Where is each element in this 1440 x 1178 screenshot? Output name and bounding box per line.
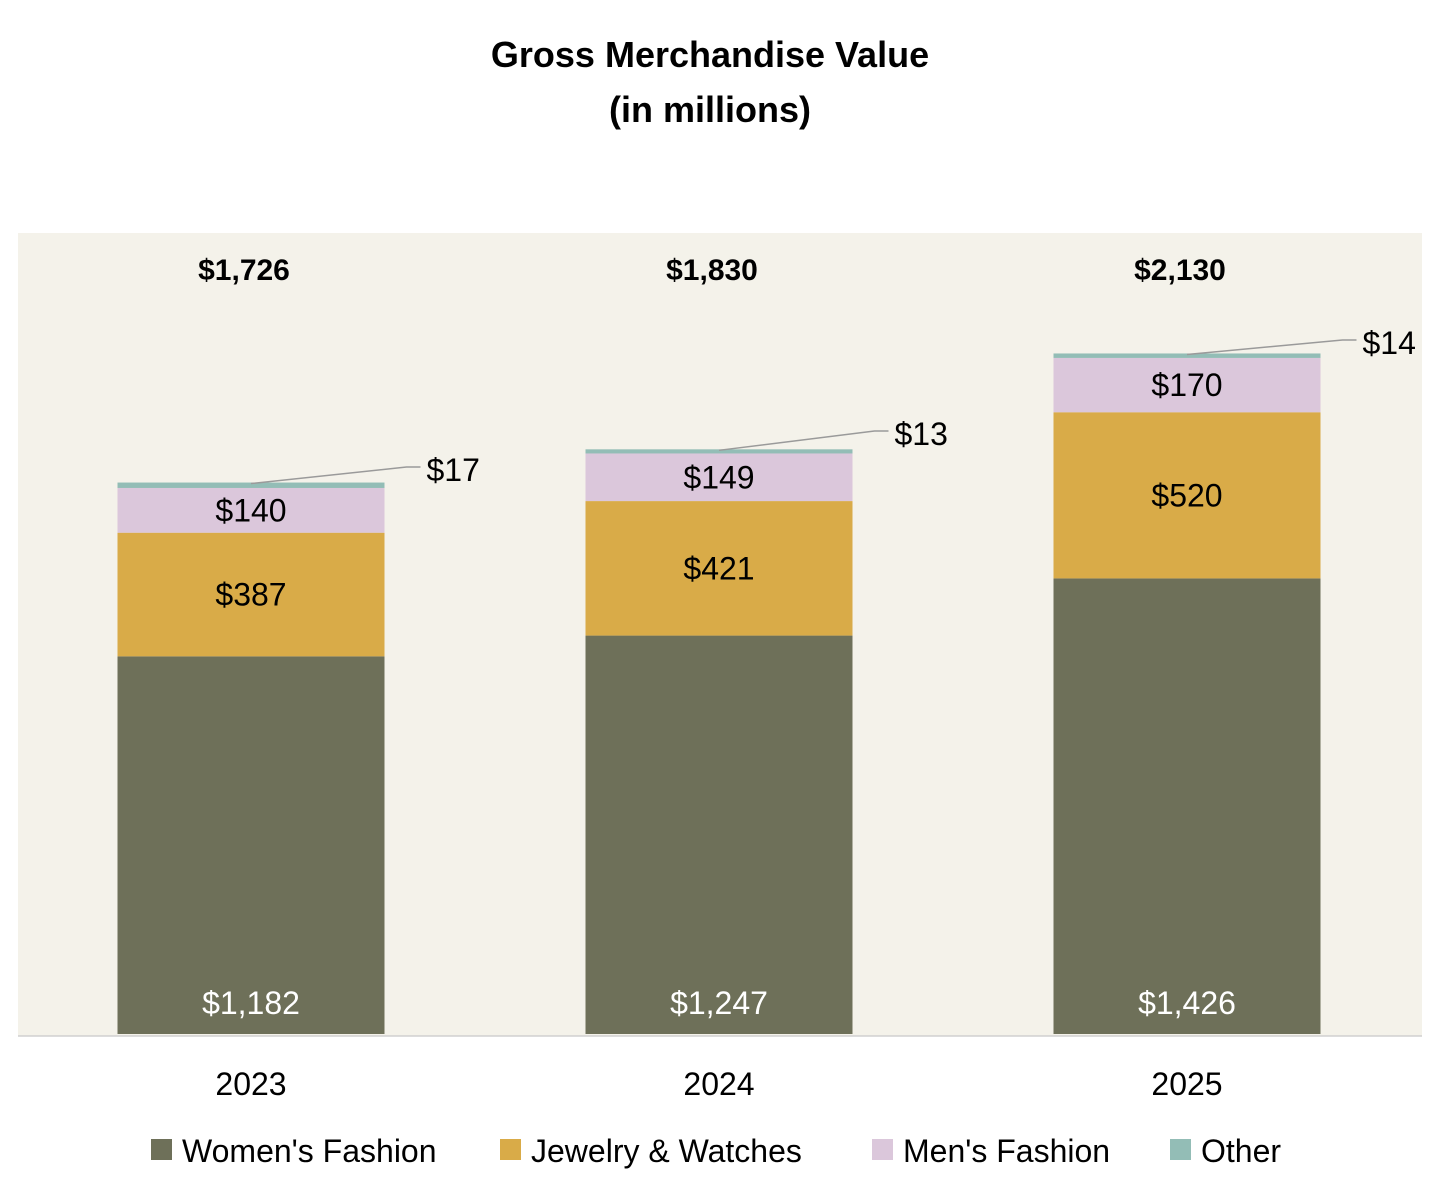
data-label: $421 [683, 550, 754, 586]
bar-segment [585, 453, 853, 502]
data-label: $17 [427, 452, 480, 488]
total-label: $2,130 [1134, 254, 1226, 287]
legend: Women's Fashion Jewelry & Watches Men's Fa… [151, 1133, 1281, 1169]
data-label: $387 [215, 577, 286, 613]
legend-label: Other [1201, 1133, 1281, 1169]
legend-swatch [151, 1139, 172, 1160]
bar-segment [1053, 357, 1321, 413]
legend-swatch [1170, 1139, 1191, 1160]
legend-swatch [500, 1139, 521, 1160]
chart-title: Gross Merchandise Value [491, 34, 929, 75]
bar-segment [585, 449, 853, 454]
bar-segment [585, 501, 853, 636]
data-label: $170 [1151, 367, 1222, 403]
x-tick-label: 2024 [683, 1066, 754, 1102]
bar-segment [585, 635, 853, 1034]
data-label: $140 [215, 492, 286, 528]
data-label: $520 [1151, 477, 1222, 513]
total-label: $1,726 [198, 254, 290, 287]
x-tick-layer: 2023 2024 2025 [215, 1066, 1222, 1102]
leader-line [1186, 339, 1357, 356]
bar-segment [1053, 353, 1321, 358]
bars-layer: $1,182 $387 $140 $17 $1,726 $1,247 $421 $149 $13… [117, 254, 1416, 1034]
data-label: $13 [895, 416, 948, 452]
legend-label: Jewelry & Watches [531, 1133, 802, 1169]
legend-label: Women's Fashion [182, 1133, 437, 1169]
chart-subtitle: (in millions) [609, 89, 811, 130]
bar-segment [1053, 578, 1321, 1034]
x-tick-label: 2023 [215, 1066, 286, 1102]
bar-segment [117, 656, 385, 1034]
x-tick-label: 2025 [1151, 1066, 1222, 1102]
data-label: $1,247 [670, 985, 768, 1021]
data-label: $14 [1363, 325, 1416, 361]
legend-swatch [872, 1139, 893, 1160]
data-label: $149 [683, 459, 754, 495]
total-label: $1,830 [666, 254, 758, 287]
data-label: $1,426 [1138, 985, 1236, 1021]
bar-segment [117, 482, 385, 488]
bar-segment [117, 487, 385, 533]
legend-label: Men's Fashion [903, 1133, 1110, 1169]
leader-line [718, 430, 889, 452]
bar-segment [117, 532, 385, 657]
bar-segment [1053, 412, 1321, 579]
leader-line [250, 466, 421, 485]
data-label: $1,182 [202, 985, 300, 1021]
